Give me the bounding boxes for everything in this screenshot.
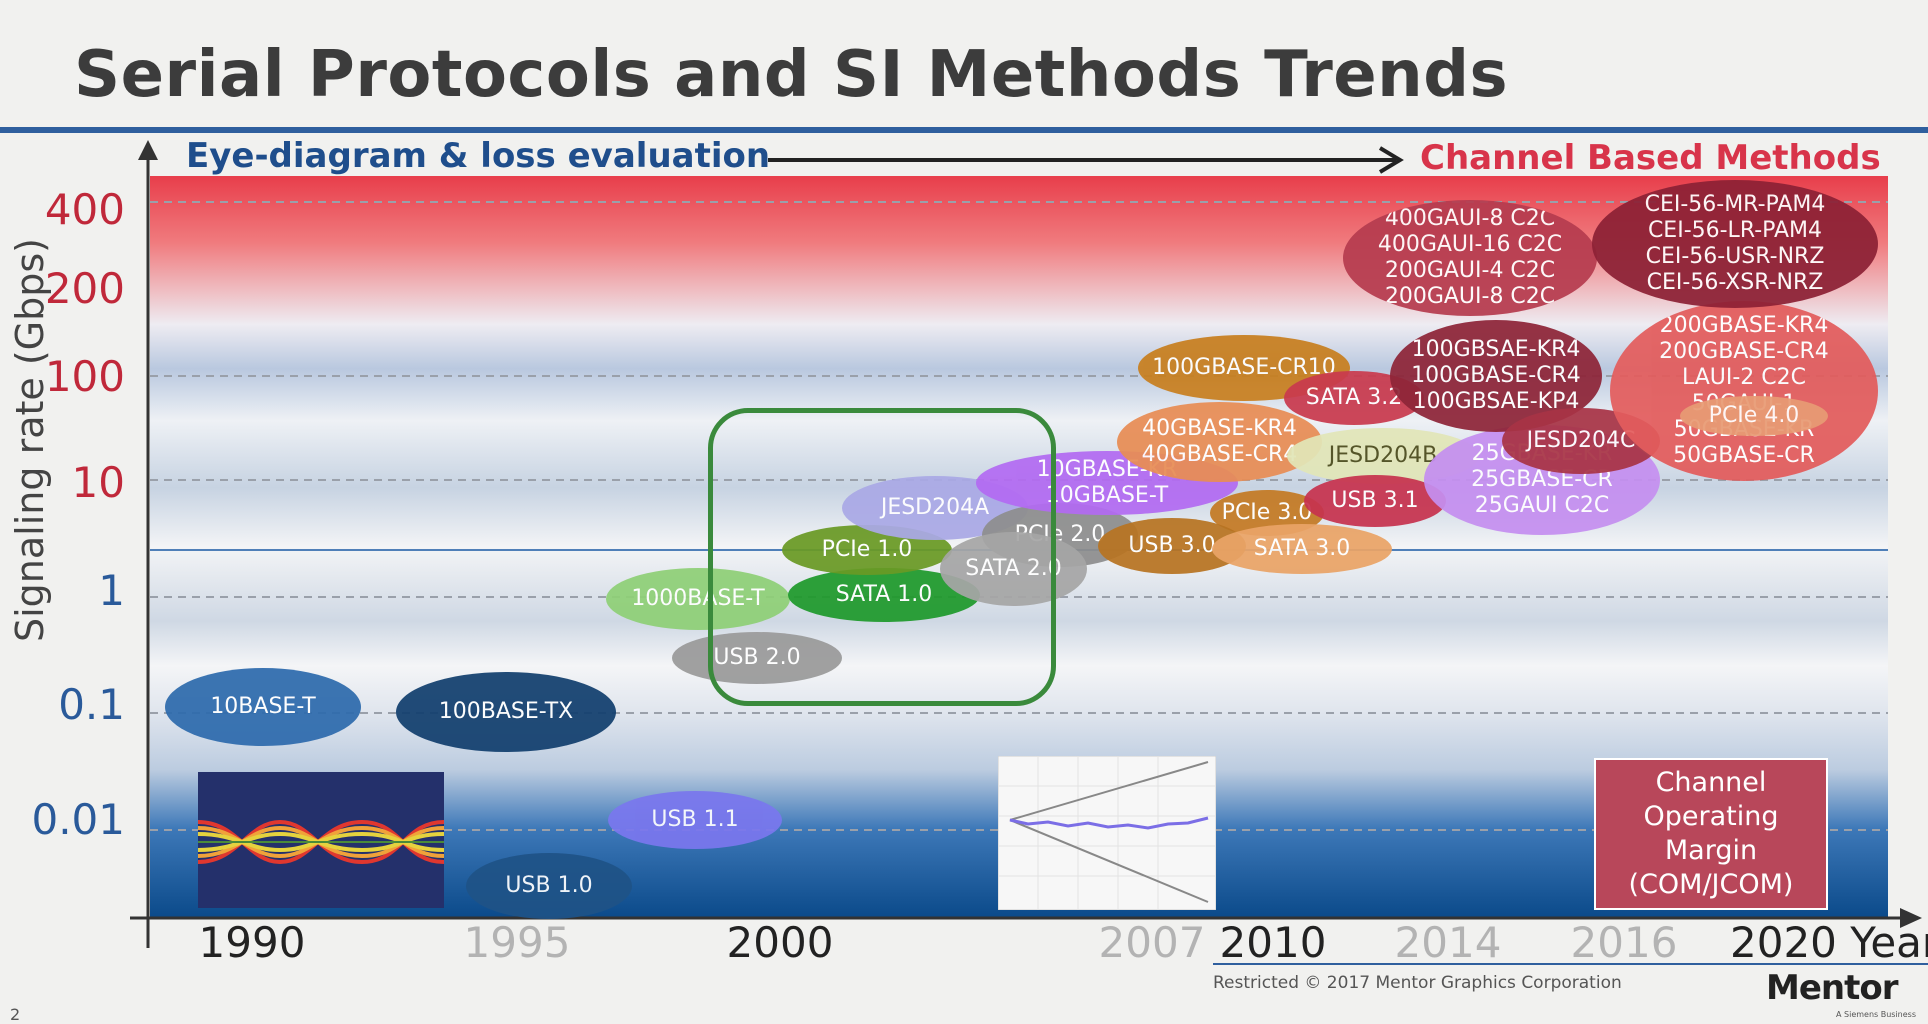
protocol-bubble: 400GAUI-8 C2C 400GAUI-16 C2C 200GAUI-4 C2C… [1343,200,1597,316]
protocol-label: 25GAUI C2C [1474,493,1610,518]
protocol-bubble: PCIe 4.0 [1680,396,1828,436]
x-tick-label: 1995 [463,918,571,967]
brand-logo: Mentor [1766,968,1898,1008]
protocol-label: 100GBSAE-KR4 [1411,337,1581,362]
x-tick-label: 2007 [1098,918,1206,967]
protocol-label: 200GBASE-KR4 [1659,313,1829,338]
protocol-bubble: USB 3.1 [1304,475,1446,527]
highlight-box [708,408,1056,706]
footer-rule [1213,963,1928,965]
protocol-bubble: 1000BASE-T [606,568,790,630]
protocol-label: CEI-56-USR-NRZ [1645,244,1825,269]
y-axis-arrowhead [138,140,158,160]
copyright-text: Restricted © 2017 Mentor Graphics Corpor… [1213,973,1622,993]
com-box-line: Margin [1664,835,1758,866]
protocol-bubble: 40GBASE-KR4 40GBASE-CR4 [1117,402,1322,482]
protocol-label: SATA 1.0 [835,582,933,607]
protocol-label: LAUI-2 C2C [1681,365,1807,390]
y-tick-label: 0.1 [58,680,125,729]
x-tick-label: 2010 [1219,918,1327,967]
protocol-label: USB 1.0 [505,873,593,898]
title-rule [0,127,1928,133]
x-axis-arrowhead [1900,908,1922,928]
protocol-label: 100GBASE-CR10 [1152,355,1336,380]
x-tick-label: 1990 [198,918,306,967]
protocol-bubble: CEI-56-MR-PAM4 CEI-56-LR-PAM4 CEI-56-USR-N… [1592,180,1878,308]
eye-diagram-image [198,772,444,908]
protocol-label: JESD204A [880,495,990,520]
com-box-line: Channel [1655,767,1767,798]
protocol-label: USB 1.1 [651,807,739,832]
x-tick-label: 2000 [726,918,834,967]
protocol-label: 100GBASE-CR4 [1411,363,1581,388]
protocol-bubble: 10BASE-T [165,668,361,746]
y-tick-label: 400 [44,185,125,234]
brand-subtitle: A Siemens Business [1836,1010,1917,1019]
protocol-label: 400GAUI-16 C2C [1377,232,1563,257]
protocol-label: JESD204B [1328,443,1438,468]
protocol-label: 10BASE-T [210,694,316,719]
protocol-label: 10GBASE-T [1045,483,1169,508]
com-box-line: Operating [1643,801,1779,832]
protocol-bubble: SATA 2.0 [940,532,1087,606]
y-tick-label: 1 [98,566,125,615]
com-box-line: (COM/JCOM) [1628,869,1794,900]
com-box: Channel Operating Margin (COM/JCOM) [1594,758,1828,910]
y-tick-label: 100 [44,352,125,401]
protocol-label: 40GBASE-CR4 [1141,442,1298,467]
protocol-label: 200GBASE-CR4 [1659,339,1829,364]
protocol-label: SATA 2.0 [965,556,1062,581]
protocol-label: PCIe 1.0 [821,537,913,562]
y-tick-label: 10 [71,458,125,507]
eye-diagram-label: Eye-diagram & loss evaluation [186,136,771,176]
x-tick-label: 2020 Year [1730,918,1928,967]
protocol-bubble: USB 1.1 [608,791,782,849]
x-tick-label: 2016 [1570,918,1678,967]
protocol-label: USB 3.1 [1331,488,1419,513]
protocol-label: PCIe 3.0 [1221,500,1313,525]
protocol-bubble: 100BASE-TX [396,672,616,752]
method-arrowhead [1378,146,1404,174]
protocol-bubble: USB 2.0 [672,632,842,684]
protocol-label: 100BASE-TX [438,699,574,724]
protocol-label: JESD204C [1526,428,1636,453]
com-plot-image [998,756,1216,910]
protocol-label: CEI-56-MR-PAM4 [1644,192,1826,217]
protocol-label: 1000BASE-T [631,586,765,611]
protocol-label: CEI-56-LR-PAM4 [1647,218,1823,243]
protocol-label: USB 2.0 [713,645,801,670]
protocol-label: 200GAUI-8 C2C [1384,284,1556,309]
protocol-bubble: SATA 3.0 [1212,524,1392,574]
protocol-label: SATA 3.2 [1305,385,1403,410]
protocol-label: 200GAUI-4 C2C [1384,258,1556,283]
protocol-label: USB 3.0 [1128,533,1216,558]
protocol-label: 50GBASE-CR [1673,443,1815,468]
protocol-label: 40GBASE-KR4 [1142,416,1297,441]
protocol-label: 400GAUI-8 C2C [1384,206,1556,231]
y-tick-label: 200 [44,264,125,313]
protocol-bubble: USB 1.0 [466,853,632,919]
protocol-label: SATA 3.0 [1253,536,1351,561]
protocol-label: CEI-56-XSR-NRZ [1646,270,1824,295]
x-tick-label: 2014 [1394,918,1502,967]
protocol-label: PCIe 4.0 [1708,403,1800,428]
slide-title: Serial Protocols and SI Methods Trends [74,38,1509,112]
channel-methods-label: Channel Based Methods [1420,138,1881,178]
protocol-bubble: 100GBSAE-KR4 100GBASE-CR4 100GBSAE-KP4 [1390,320,1602,432]
page-number: 2 [10,1005,21,1024]
y-tick-label: 0.01 [31,795,125,844]
